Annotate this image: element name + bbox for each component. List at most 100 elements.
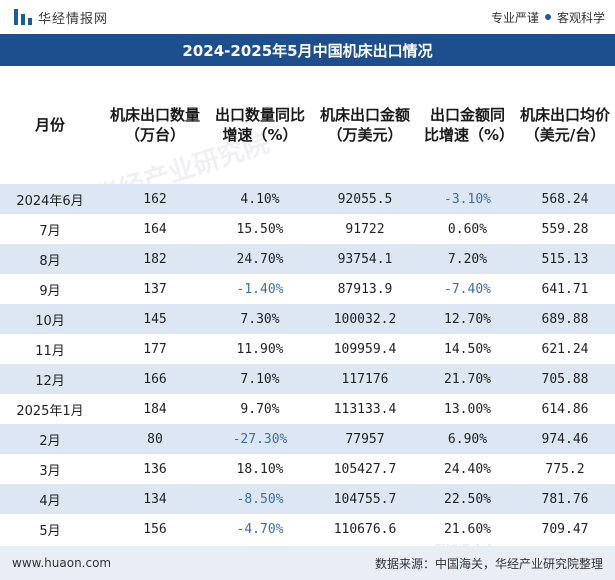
cell-qty-yoy: 7.10% [210, 364, 310, 394]
cell-month: 5月 [0, 514, 100, 544]
cell-amount-yoy: -7.40% [420, 274, 515, 304]
cell-month: 8月 [0, 244, 100, 274]
cell-qty: 164 [100, 214, 210, 244]
cell-qty-yoy: -4.70% [210, 514, 310, 544]
cell-qty: 134 [100, 484, 210, 514]
cell-amount: 93754.1 [310, 244, 420, 274]
cell-qty-yoy: 24.70% [210, 244, 310, 274]
footer-website[interactable]: www.huaon.com [12, 556, 112, 570]
table-header-row: 月份 机床出口数量（万台） 出口数量同比增速（%） 机床出口金额（万美元） 出口… [0, 66, 615, 184]
cell-qty: 136 [100, 454, 210, 484]
cell-qty: 137 [100, 274, 210, 304]
column-header-amount-yoy: 出口金额同比增速（%） [424, 106, 515, 144]
slogan-left: 专业严谨 [490, 10, 539, 25]
cell-amount: 104755.7 [310, 484, 420, 514]
cell-price: 621.24 [515, 334, 615, 364]
column-header-month: 月份 [34, 116, 65, 134]
cell-month: 3月 [0, 454, 100, 484]
cell-qty: 80 [100, 424, 210, 454]
cell-qty: 182 [100, 244, 210, 274]
column-header-amount: 机床出口金额（万美元） [319, 106, 410, 144]
cell-amount-yoy: 0.60% [420, 214, 515, 244]
table-row: 11月 177 11.90% 109959.4 14.50% 621.24 [0, 334, 615, 364]
cell-price: 515.13 [515, 244, 615, 274]
cell-amount-yoy: 22.50% [420, 484, 515, 514]
cell-price: 781.76 [515, 484, 615, 514]
cell-price: 559.28 [515, 214, 615, 244]
bar-chart-logo-icon [14, 9, 32, 25]
cell-price: 568.24 [515, 184, 615, 214]
cell-price: 709.47 [515, 514, 615, 544]
cell-qty-yoy: 15.50% [210, 214, 310, 244]
column-header-qty-yoy: 出口数量同比增速（%） [214, 106, 305, 144]
cell-amount: 105427.7 [310, 454, 420, 484]
cell-price: 705.88 [515, 364, 615, 394]
cell-qty: 166 [100, 364, 210, 394]
cell-month: 9月 [0, 274, 100, 304]
cell-month: 2024年6月 [0, 184, 100, 214]
cell-amount-yoy: 21.70% [420, 364, 515, 394]
cell-qty-yoy: 7.30% [210, 304, 310, 334]
cell-qty: 162 [100, 184, 210, 214]
cell-month: 4月 [0, 484, 100, 514]
slogan: 专业严谨 客观科学 [491, 9, 605, 26]
table-row: 5月 156 -4.70% 110676.6 21.60% 709.47 [0, 514, 615, 544]
cell-amount: 77957 [310, 424, 420, 454]
top-bar: 华经情报网 专业严谨 客观科学 [0, 0, 615, 34]
cell-amount-yoy: 12.70% [420, 304, 515, 334]
cell-month: 12月 [0, 364, 100, 394]
cell-amount-yoy: 24.40% [420, 454, 515, 484]
footer: www.huaon.com 数据来源：中国海关，华经产业研究院整理 [0, 546, 615, 580]
cell-month: 2025年1月 [0, 394, 100, 424]
cell-amount: 109959.4 [310, 334, 420, 364]
table-row: 8月 182 24.70% 93754.1 7.20% 515.13 [0, 244, 615, 274]
table-row: 9月 137 -1.40% 87913.9 -7.40% 641.71 [0, 274, 615, 304]
cell-amount: 100032.2 [310, 304, 420, 334]
table-row: 3月 136 18.10% 105427.7 24.40% 775.2 [0, 454, 615, 484]
table-body: 2024年6月 162 4.10% 92055.5 -3.10% 568.24 7月 164 1… [0, 184, 615, 544]
table-row: 2024年6月 162 4.10% 92055.5 -3.10% 568.24 [0, 184, 615, 214]
cell-qty-yoy: 11.90% [210, 334, 310, 364]
cell-month: 2月 [0, 424, 100, 454]
slogan-right: 客观科学 [556, 10, 605, 25]
separator-dot-icon [544, 14, 551, 20]
cell-month: 11月 [0, 334, 100, 364]
cell-price: 614.86 [515, 394, 615, 424]
table-row: 7月 164 15.50% 91722 0.60% 559.28 [0, 214, 615, 244]
cell-amount: 110676.6 [310, 514, 420, 544]
cell-qty-yoy: 18.10% [210, 454, 310, 484]
cell-price: 974.46 [515, 424, 615, 454]
cell-amount-yoy: 7.20% [420, 244, 515, 274]
cell-qty: 177 [100, 334, 210, 364]
brand[interactable]: 华经情报网 [14, 8, 108, 27]
table-row: 10月 145 7.30% 100032.2 12.70% 689.88 [0, 304, 615, 334]
cell-amount-yoy: -3.10% [420, 184, 515, 214]
column-header-price: 机床出口均价（美元/台） [519, 106, 610, 144]
cell-qty-yoy: 4.10% [210, 184, 310, 214]
cell-qty-yoy: -27.30% [210, 424, 310, 454]
column-header-qty: 机床出口数量（万台） [109, 106, 200, 144]
export-table: 月份 机床出口数量（万台） 出口数量同比增速（%） 机床出口金额（万美元） 出口… [0, 66, 615, 544]
cell-price: 689.88 [515, 304, 615, 334]
cell-amount: 87913.9 [310, 274, 420, 304]
cell-amount: 91722 [310, 214, 420, 244]
cell-amount-yoy: 13.00% [420, 394, 515, 424]
table-row: 2025年1月 184 9.70% 113133.4 13.00% 614.86 [0, 394, 615, 424]
page-title: 2024-2025年5月中国机床出口情况 [0, 34, 615, 66]
cell-amount: 113133.4 [310, 394, 420, 424]
cell-amount: 117176 [310, 364, 420, 394]
cell-amount-yoy: 21.60% [420, 514, 515, 544]
cell-amount-yoy: 6.90% [420, 424, 515, 454]
cell-qty: 156 [100, 514, 210, 544]
cell-price: 775.2 [515, 454, 615, 484]
cell-qty-yoy: -8.50% [210, 484, 310, 514]
cell-month: 7月 [0, 214, 100, 244]
table-row: 4月 134 -8.50% 104755.7 22.50% 781.76 [0, 484, 615, 514]
brand-name: 华经情报网 [38, 11, 109, 27]
cell-qty-yoy: 9.70% [210, 394, 310, 424]
cell-amount: 92055.5 [310, 184, 420, 214]
cell-month: 10月 [0, 304, 100, 334]
cell-qty: 184 [100, 394, 210, 424]
cell-qty-yoy: -1.40% [210, 274, 310, 304]
table-row: 12月 166 7.10% 117176 21.70% 705.88 [0, 364, 615, 394]
